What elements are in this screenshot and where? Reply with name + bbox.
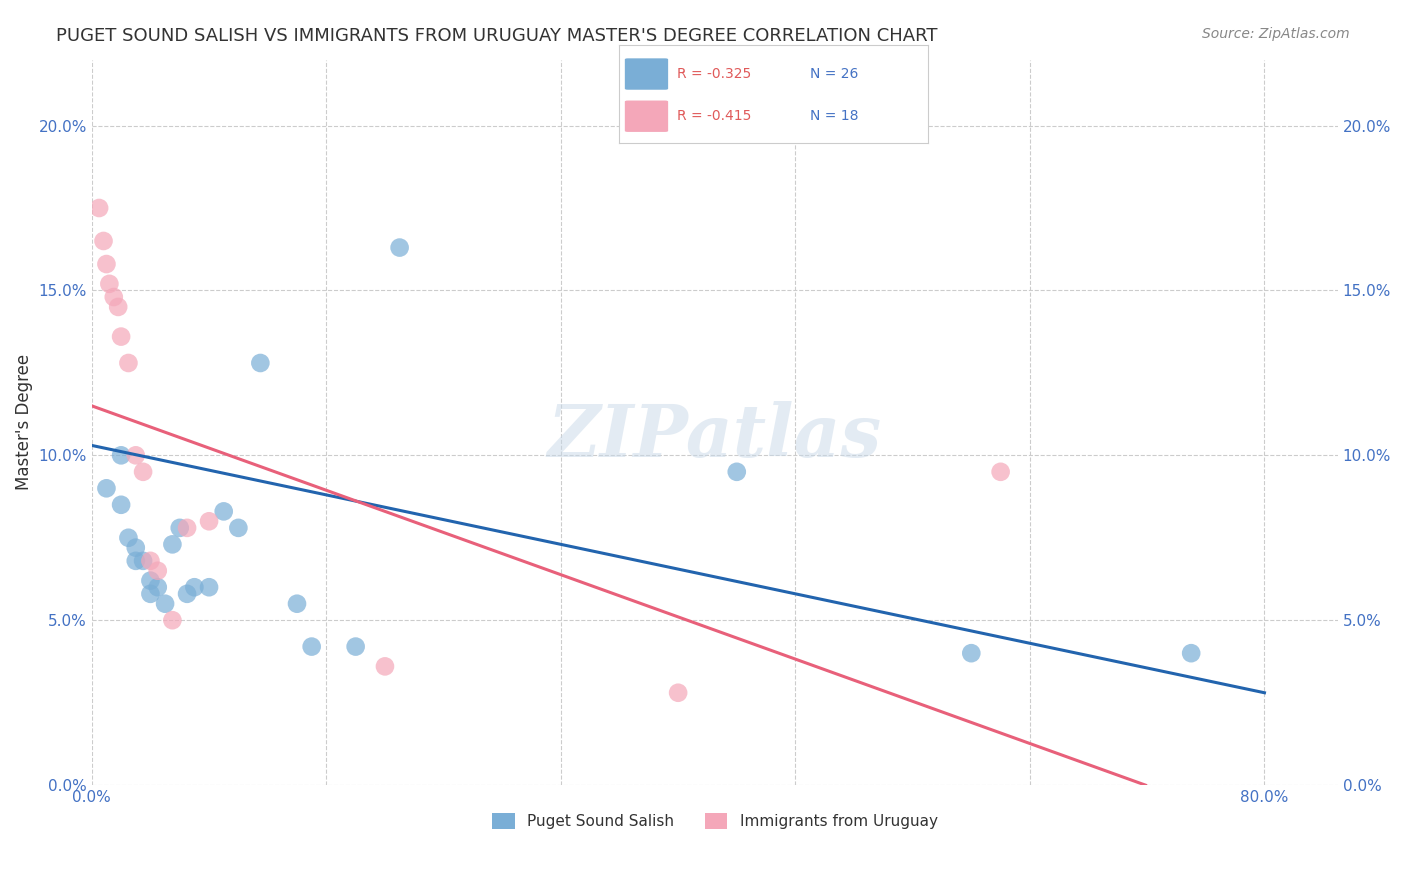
Point [96,257,118,271]
Text: N = 18: N = 18 [810,109,859,123]
Point [139,574,162,588]
Text: Source: ZipAtlas.com: Source: ZipAtlas.com [1202,27,1350,41]
Point [990,465,1012,479]
Point [96,481,118,495]
Point [212,504,235,518]
Point [125,541,148,555]
Text: R = -0.325: R = -0.325 [678,67,752,81]
Point [153,597,176,611]
Point [344,640,367,654]
Point [98,277,121,291]
Point [110,329,132,343]
Point [228,521,250,535]
Point [103,290,125,304]
Point [146,580,169,594]
Point [146,564,169,578]
Point [725,465,748,479]
Point [132,554,155,568]
Point [117,531,139,545]
Legend: Puget Sound Salish, Immigrants from Uruguay: Puget Sound Salish, Immigrants from Urug… [485,807,943,836]
Point [249,356,271,370]
Point [110,498,132,512]
Point [162,613,184,627]
Point [139,587,162,601]
Text: ZIPatlas: ZIPatlas [548,401,882,473]
Point [139,554,162,568]
Point [169,521,191,535]
Point [1180,646,1202,660]
FancyBboxPatch shape [624,58,668,90]
Point [388,241,411,255]
Point [198,580,221,594]
Point [301,640,323,654]
Point [285,597,308,611]
Point [960,646,983,660]
Y-axis label: Master's Degree: Master's Degree [15,354,32,491]
FancyBboxPatch shape [624,101,668,132]
Text: R = -0.415: R = -0.415 [678,109,752,123]
Text: PUGET SOUND SALISH VS IMMIGRANTS FROM URUGUAY MASTER'S DEGREE CORRELATION CHART: PUGET SOUND SALISH VS IMMIGRANTS FROM UR… [56,27,938,45]
Point [93,234,115,248]
Point [87,201,110,215]
Point [183,580,205,594]
Point [107,300,129,314]
Point [125,554,148,568]
Point [125,448,148,462]
Point [198,514,221,528]
Point [117,356,139,370]
Point [374,659,396,673]
Point [110,448,132,462]
Point [176,521,198,535]
Text: N = 26: N = 26 [810,67,859,81]
Point [666,686,689,700]
Point [176,587,198,601]
Point [132,465,155,479]
Point [162,537,184,551]
